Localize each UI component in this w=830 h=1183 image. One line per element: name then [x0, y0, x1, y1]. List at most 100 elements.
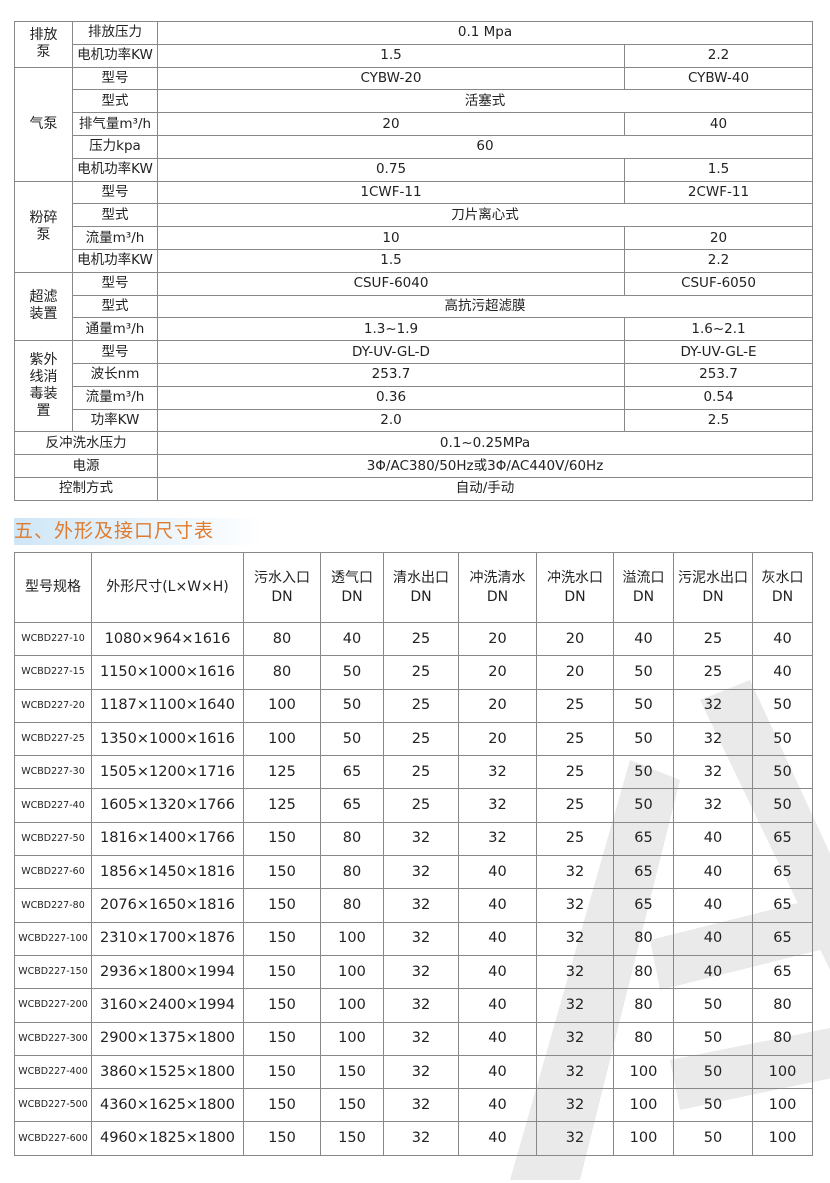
dn-cell: 50 [320, 721, 384, 757]
group-label: 排放泵 [14, 21, 73, 68]
dn-cell: 150 [243, 855, 321, 890]
param-label: 排放压力 [72, 21, 158, 45]
dn-cell: 40 [458, 1021, 537, 1056]
dn-cell: 40 [458, 921, 537, 956]
model-cell: WCBD227-600 [14, 1121, 92, 1156]
table-row: 粉碎泵 型号 1CWF-11 2CWF-11 [14, 180, 814, 273]
dimension-cell: 3860×1525×1800 [91, 1054, 244, 1090]
table-row: WCBD227-20 1187×1100×1640 100 50 25 20 25 50 32 5… [14, 688, 813, 723]
table-row: WCBD227-40 1605×1320×1766 125 65 25 32 25 50 32 5… [14, 788, 813, 823]
param-label: 流量m³/h [72, 226, 158, 250]
dn-cell: 25 [383, 655, 459, 690]
dn-cell: 40 [458, 855, 537, 890]
dn-cell: 32 [536, 888, 614, 923]
header-line: DN [271, 588, 293, 605]
dn-cell: 50 [752, 688, 813, 723]
dn-cell: 65 [320, 755, 384, 790]
column-header: 型号规格 [14, 552, 92, 623]
dn-cell: 100 [613, 1121, 674, 1156]
value-cell: DY-UV-GL-E [623, 340, 814, 364]
table-row: WCBD227-600 4960×1825×1800 150 150 32 40 32 100… [14, 1121, 813, 1156]
model-cell: WCBD227-500 [14, 1088, 92, 1123]
dimension-cell: 1150×1000×1616 [91, 655, 244, 690]
dn-cell: 65 [752, 921, 813, 956]
dn-cell: 100 [243, 688, 321, 723]
column-header: 外形尺寸(L×W×H) [91, 552, 244, 623]
dn-cell: 32 [536, 1088, 614, 1123]
dn-cell: 150 [243, 954, 321, 990]
dn-cell: 100 [752, 1088, 813, 1123]
dn-cell: 100 [320, 1021, 384, 1056]
dn-cell: 32 [673, 688, 753, 723]
dn-cell: 50 [673, 1121, 753, 1156]
header-row: 型号规格 外形尺寸(L×W×H) 污水入口 DN 透气口 DN 清水出口 DN 冲洗清水 DN 冲洗… [14, 552, 813, 623]
dn-cell: 32 [673, 721, 753, 757]
table-row: 型式 高抗污超滤膜 [15, 294, 814, 319]
header-line: 冲洗清水 [469, 569, 526, 586]
param-label: 型式 [72, 89, 158, 114]
dn-cell: 20 [458, 655, 537, 690]
header-line: DN [486, 588, 509, 605]
value-cell: 1.6~2.1 [623, 317, 814, 342]
dn-cell: 150 [243, 821, 321, 857]
dn-cell: 25 [536, 721, 614, 757]
value-cell: 高抗污超滤膜 [156, 294, 814, 319]
table-row: 超滤装置 型号 CSUF-6040 CSUF-6050 [14, 271, 814, 342]
dn-cell: 150 [243, 1088, 321, 1123]
dn-cell: 65 [752, 821, 813, 857]
value-cell: 0.75 [157, 157, 625, 182]
table-row: WCBD227-100 2310×1700×1876 150 100 32 40 32 80 4… [14, 921, 813, 956]
dn-cell: 40 [673, 821, 753, 857]
dn-cell: 25 [536, 688, 614, 723]
dn-cell: 32 [536, 1054, 614, 1090]
dn-cell: 50 [752, 721, 813, 757]
dimension-cell: 2310×1700×1876 [91, 921, 244, 956]
dn-cell: 100 [243, 721, 321, 757]
dimension-cell: 4960×1825×1800 [91, 1121, 244, 1156]
dn-cell: 150 [320, 1054, 384, 1090]
dn-cell: 32 [536, 988, 614, 1023]
table-row: 电机功率KW 1.5 2.2 [15, 248, 814, 273]
dn-cell: 50 [613, 655, 674, 690]
param-label: 电机功率KW [72, 43, 158, 68]
model-cell: WCBD227-40 [14, 788, 92, 823]
dn-cell: 100 [752, 1054, 813, 1090]
table-row: WCBD227-30 1505×1200×1716 125 65 25 32 25 50 32 5… [14, 755, 813, 790]
table-row: WCBD227-10 1080×964×1616 80 40 25 20 20 40 25 40 [14, 621, 813, 657]
table-row: WCBD227-25 1350×1000×1616 100 50 25 20 25 50 32 5… [14, 721, 813, 757]
param-label: 型式 [72, 294, 158, 319]
dn-cell: 32 [673, 755, 753, 790]
dn-cell: 40 [458, 954, 537, 990]
dn-cell: 100 [752, 1121, 813, 1156]
value-cell: CYBW-40 [623, 66, 814, 91]
dimension-cell: 3160×2400×1994 [91, 988, 244, 1023]
column-header: 污水入口 DN [243, 552, 321, 623]
dn-cell: 100 [320, 954, 384, 990]
param-label: 型号 [72, 180, 158, 205]
group-label: 紫外线消毒装置 [14, 340, 73, 433]
param-label: 波长nm [72, 362, 158, 387]
dimension-cell: 1350×1000×1616 [91, 721, 244, 757]
header-line: DN [632, 588, 655, 605]
dn-cell: 100 [320, 921, 384, 956]
dn-cell: 80 [613, 954, 674, 990]
dimension-cell: 1816×1400×1766 [91, 821, 244, 857]
dn-cell: 32 [458, 821, 537, 857]
group-label: 气泵 [14, 66, 73, 182]
table-row: 反冲洗水压力 0.1~0.25MPa [14, 431, 814, 456]
table-row: 功率KW 2.0 2.5 [15, 408, 814, 433]
dn-cell: 50 [752, 788, 813, 823]
dn-cell: 32 [383, 1054, 459, 1090]
dn-cell: 40 [752, 621, 813, 657]
dn-cell: 80 [243, 655, 321, 690]
dn-cell: 25 [536, 755, 614, 790]
dn-cell: 40 [673, 855, 753, 890]
group-label: 粉碎泵 [14, 180, 73, 273]
dn-cell: 50 [673, 1088, 753, 1123]
dn-cell: 80 [613, 921, 674, 956]
dimensions-table: 型号规格 外形尺寸(L×W×H) 污水入口 DN 透气口 DN 清水出口 DN 冲洗清水 DN 冲洗… [14, 552, 813, 1156]
dn-cell: 80 [613, 988, 674, 1023]
table-row: 通量m³/h 1.3~1.9 1.6~2.1 [15, 317, 814, 342]
dn-cell: 20 [458, 621, 537, 657]
dn-cell: 25 [383, 721, 459, 757]
